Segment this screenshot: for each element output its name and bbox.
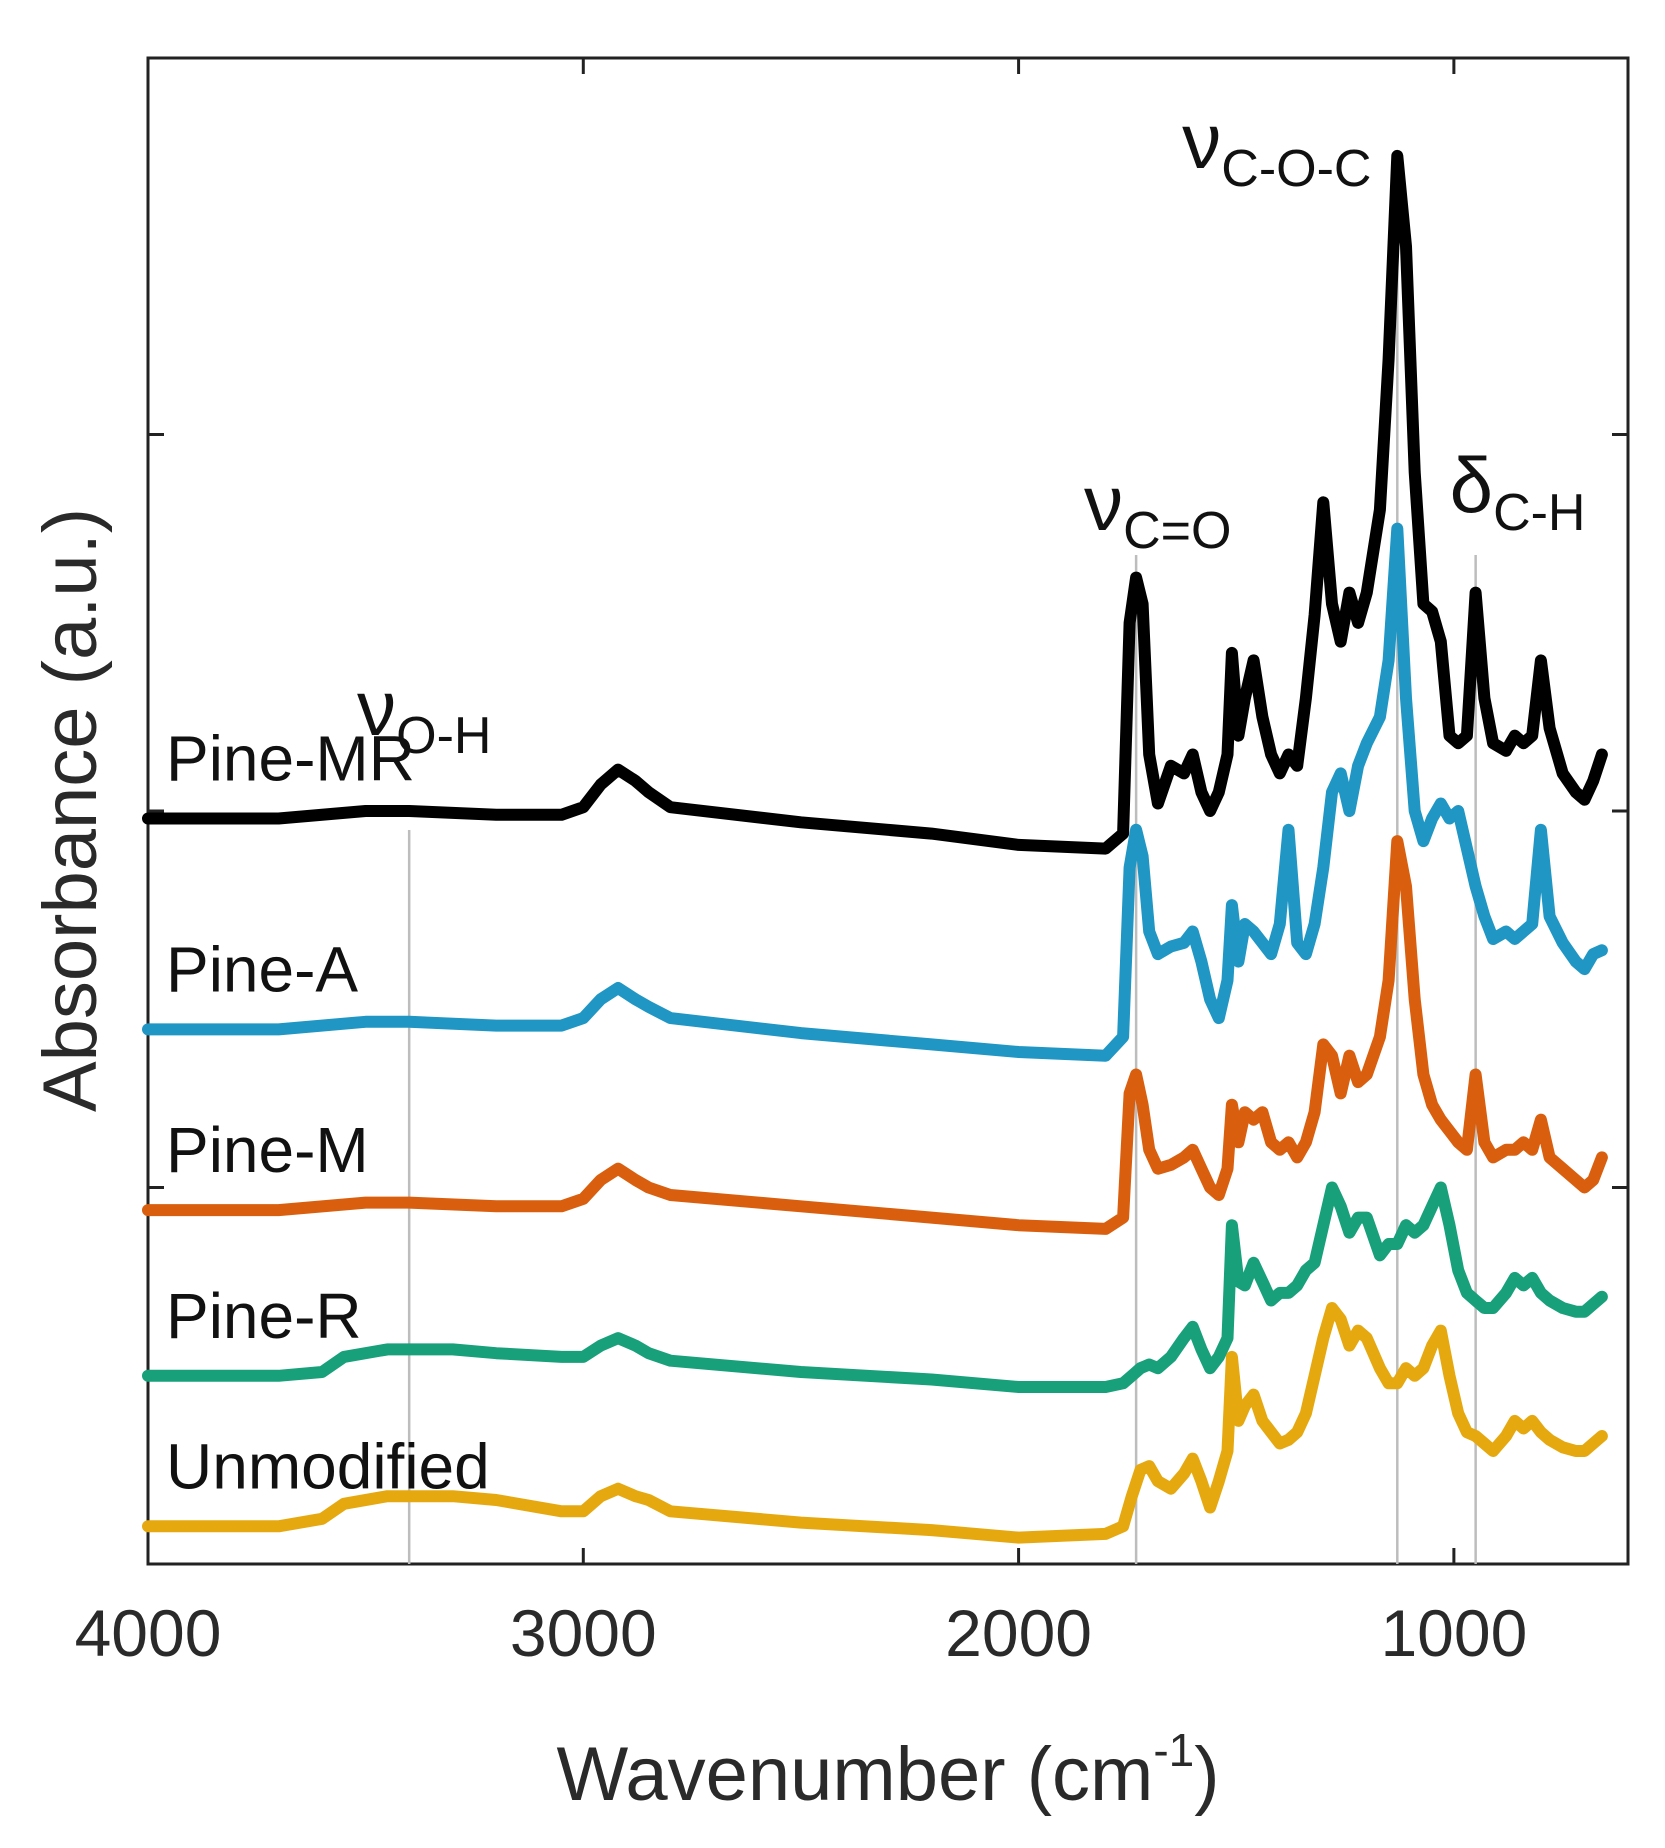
series-label-pine-mr: Pine-MR [166,723,415,795]
series-label-pine-a: Pine-A [166,933,358,1005]
x-tick-label: 3000 [510,1596,657,1670]
x-axis-label: Wavenumber (cm-1) [556,1724,1219,1817]
series-line-pine-mr [142,149,1608,855]
series-label-pine-r: Pine-R [166,1280,362,1352]
x-axis-label-close: ) [1194,1732,1219,1817]
annotation-label: δC-H [1450,441,1586,542]
annotation-label: νO-H [357,664,491,765]
annotation-label: νC=O [1084,459,1231,560]
series-line-pine-a [142,522,1608,1062]
series-layer [142,149,1608,1544]
x-axis-label-sup: -1 [1153,1724,1194,1776]
y-axis-label: Absorbance (a.u.) [28,508,113,1112]
annotation-labels: νO-H νC=O νC-O-C δC-H [357,97,1585,765]
series-label-unmodified: Unmodified [166,1430,490,1502]
tick-layer: 4000 3000 2000 1000 [75,56,1628,1670]
series-labels: Pine-MR Pine-A Pine-M Pine-R Unmodified [166,723,490,1503]
x-tick-label: 2000 [945,1596,1092,1670]
x-tick-label: 1000 [1380,1596,1527,1670]
series-line-pine-r [142,1181,1608,1393]
x-axis-label-main: Wavenumber (cm [556,1732,1153,1817]
annotation-label: νC-O-C [1182,97,1371,198]
series-line-pine-m [142,835,1608,1235]
x-tick-label: 4000 [75,1596,222,1670]
series-line-unmodified [142,1302,1608,1544]
series-label-pine-m: Pine-M [166,1114,369,1186]
